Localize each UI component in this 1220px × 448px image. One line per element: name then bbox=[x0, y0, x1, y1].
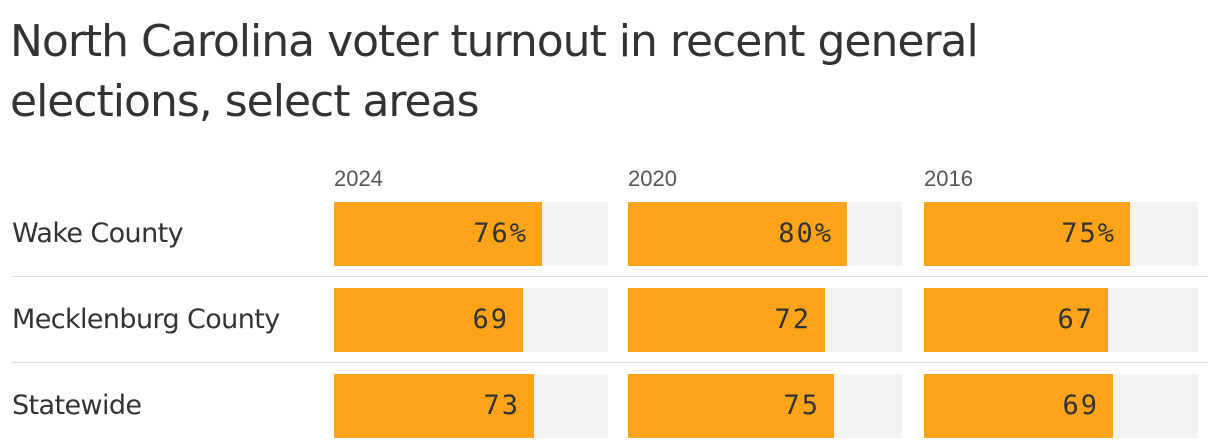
bar-value-label: 76% bbox=[473, 218, 528, 249]
bar-value-label: 69 bbox=[472, 304, 509, 335]
chart-title: North Carolina voter turnout in recent g… bbox=[10, 16, 979, 127]
bar bbox=[924, 374, 1113, 438]
row-label: Wake County bbox=[12, 218, 184, 249]
bar-value-label: 72 bbox=[774, 304, 811, 335]
bar bbox=[924, 202, 1130, 266]
bar-value-label: 67 bbox=[1057, 304, 1094, 335]
bar bbox=[334, 288, 523, 352]
bar bbox=[628, 202, 847, 266]
bar-value-label: 73 bbox=[483, 390, 520, 421]
row-label: Mecklenburg County bbox=[12, 304, 280, 335]
bar-value-label: 80% bbox=[778, 218, 833, 249]
bar bbox=[628, 288, 825, 352]
column-header-2016: 2016 bbox=[924, 166, 973, 191]
column-header-2024: 2024 bbox=[334, 166, 383, 191]
bar bbox=[924, 288, 1108, 352]
row-divider bbox=[12, 276, 1208, 277]
row-label: Statewide bbox=[12, 390, 142, 421]
bar-value-label: 69 bbox=[1062, 390, 1099, 421]
bar bbox=[334, 374, 534, 438]
bar-value-label: 75% bbox=[1061, 218, 1116, 249]
bar-value-label: 75 bbox=[783, 390, 820, 421]
bar bbox=[628, 374, 834, 438]
row-divider bbox=[12, 362, 1208, 363]
column-header-2020: 2020 bbox=[628, 166, 677, 191]
bar bbox=[334, 202, 542, 266]
